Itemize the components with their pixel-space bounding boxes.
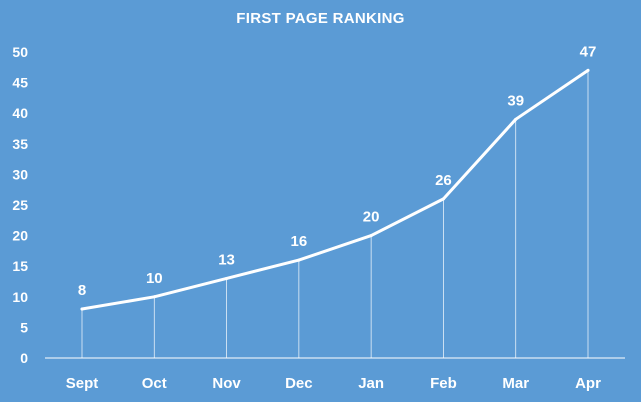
data-point (80, 307, 84, 311)
data-label: 8 (78, 282, 86, 299)
y-tick-label: 45 (12, 75, 28, 91)
data-point (369, 234, 373, 238)
y-tick-label: 30 (12, 166, 28, 182)
data-label: 26 (435, 172, 452, 189)
y-tick-label: 0 (20, 350, 28, 366)
x-tick-label: Mar (502, 375, 529, 392)
y-tick-label: 50 (12, 44, 28, 60)
y-tick-label: 10 (12, 289, 28, 305)
y-tick-label: 25 (12, 197, 28, 213)
x-tick-label: Dec (285, 375, 313, 392)
data-label: 10 (146, 270, 163, 287)
data-label: 20 (363, 209, 380, 226)
y-tick-label: 20 (12, 228, 28, 244)
x-tick-label: Nov (212, 375, 241, 392)
data-point (441, 197, 445, 201)
x-tick-label: Sept (66, 375, 99, 392)
x-tick-label: Feb (430, 375, 457, 392)
y-tick-label: 15 (12, 258, 28, 274)
x-tick-label: Apr (575, 375, 601, 392)
data-point (225, 276, 229, 280)
x-tick-label: Oct (142, 375, 167, 392)
y-tick-label: 40 (12, 105, 28, 121)
data-point (586, 68, 590, 72)
y-tick-label: 35 (12, 136, 28, 152)
data-label: 13 (218, 251, 235, 268)
data-label: 47 (580, 43, 597, 60)
data-label: 39 (507, 92, 524, 109)
y-tick-label: 5 (20, 319, 28, 335)
data-point (514, 117, 518, 121)
chart-title: FIRST PAGE RANKING (236, 10, 405, 27)
data-point (297, 258, 301, 262)
data-label: 16 (291, 233, 308, 250)
x-tick-label: Jan (358, 375, 384, 392)
data-point (152, 295, 156, 299)
series-line (80, 68, 590, 311)
